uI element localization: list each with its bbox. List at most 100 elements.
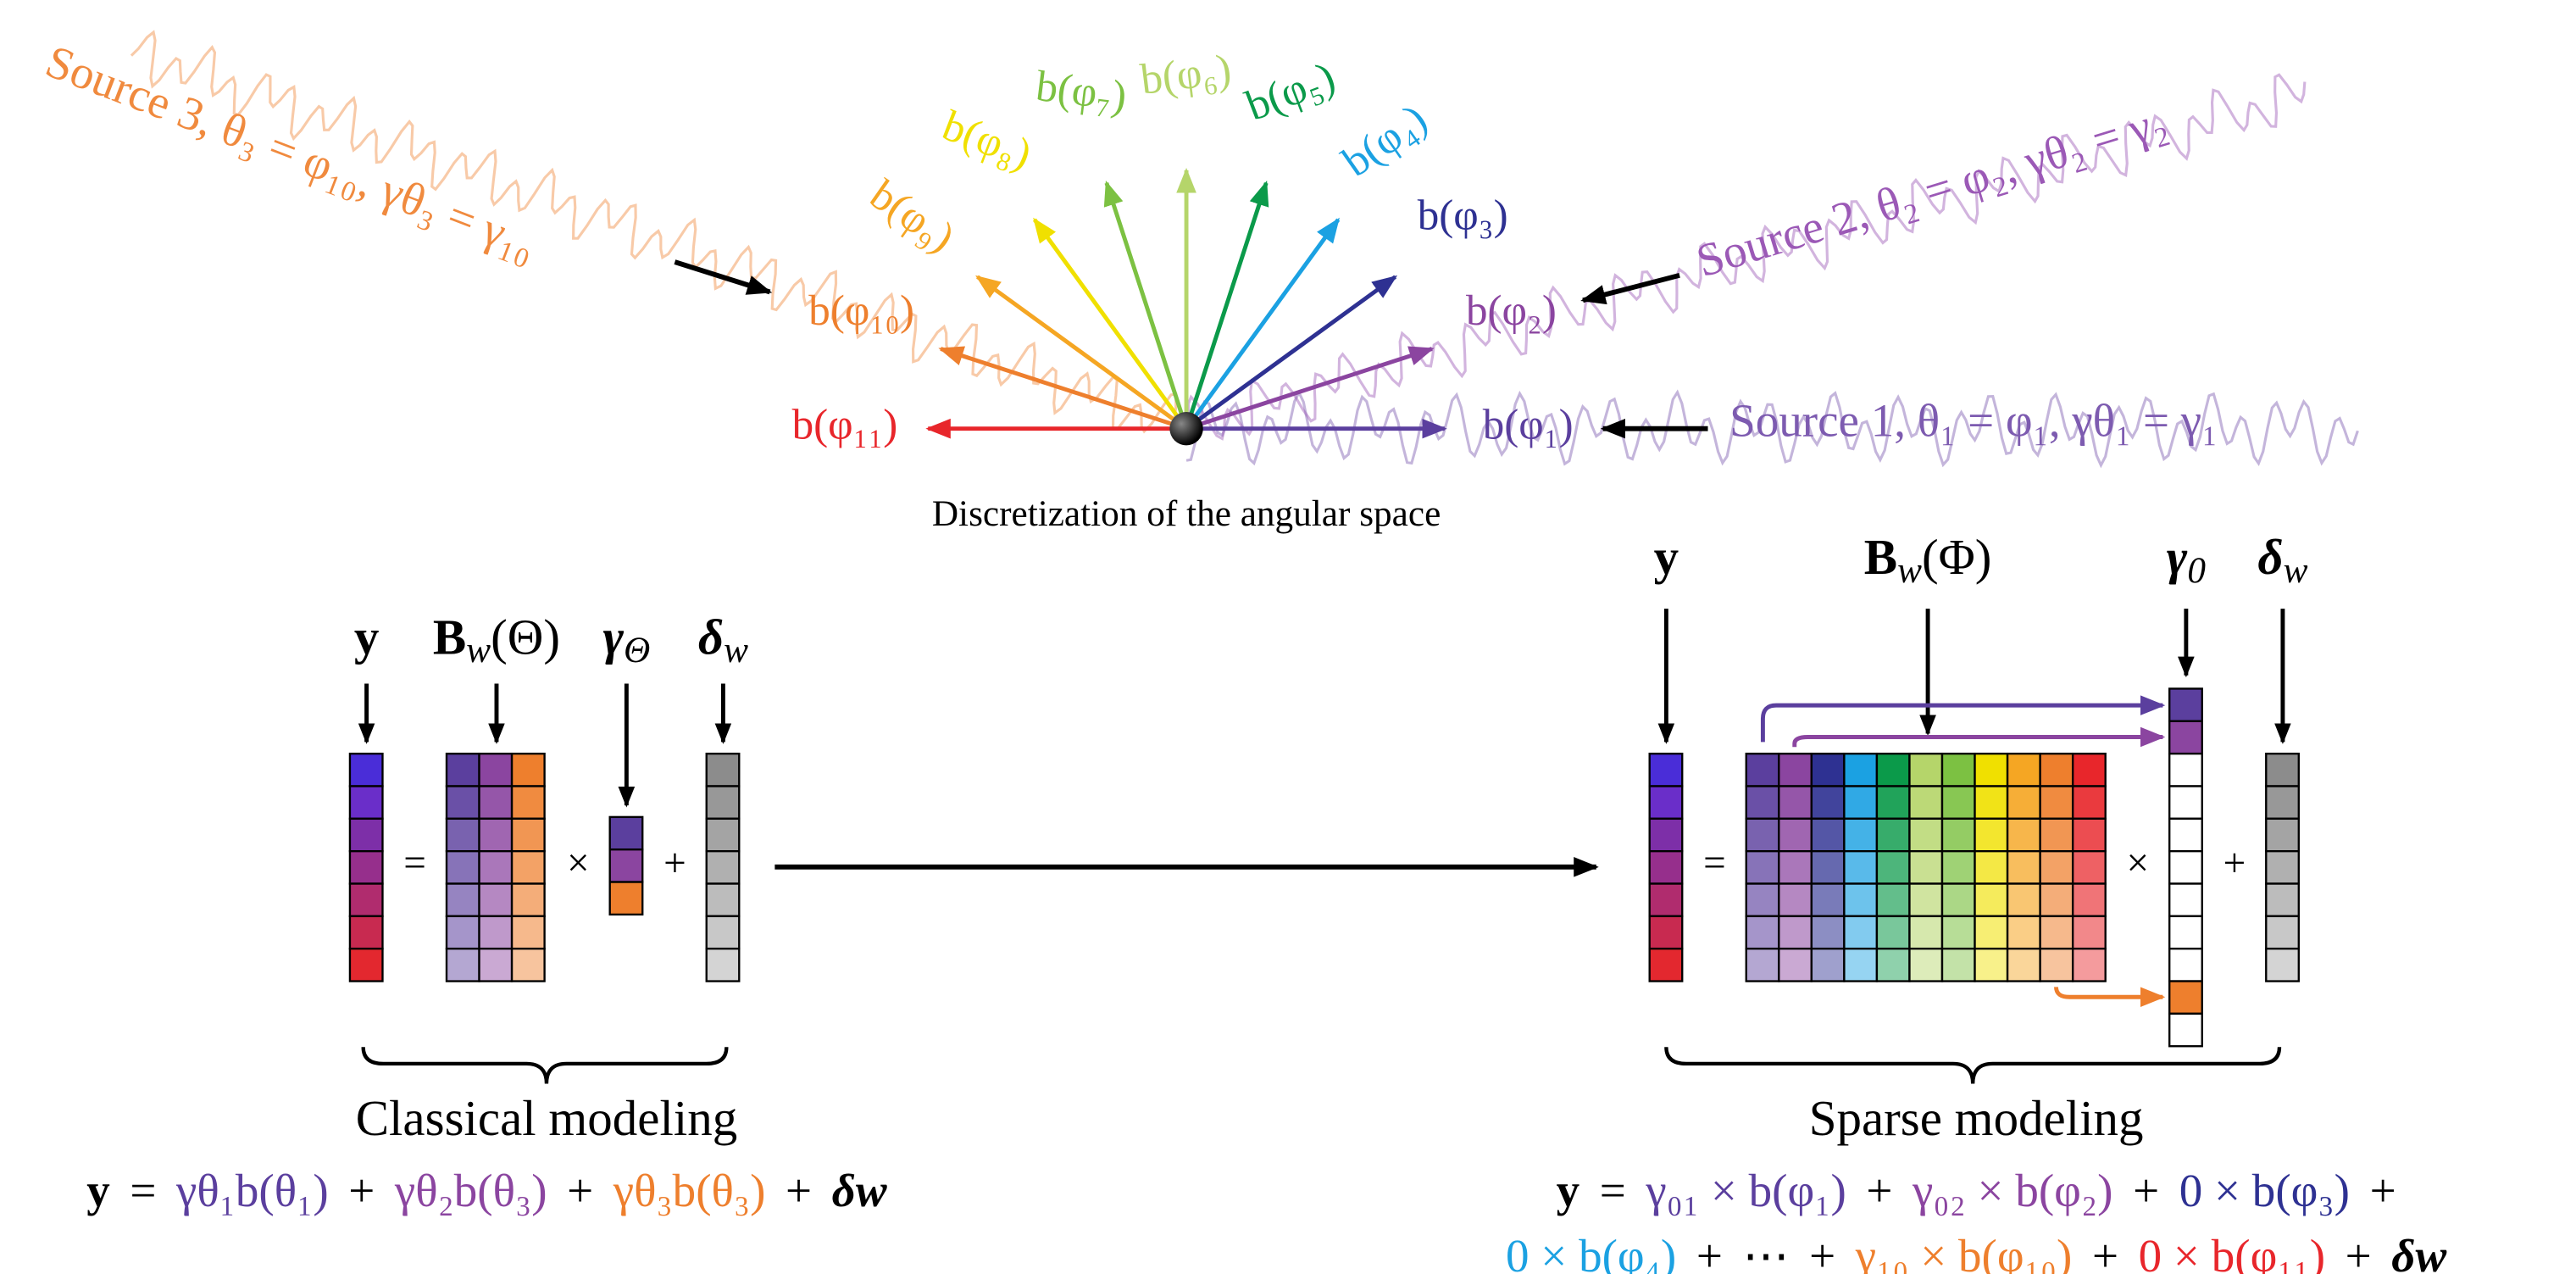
angular-fan: b(φ₁) b(φ₂) b(φ₃) b(φ₄)b(φ₅)b(φ₆)b(φ₇)b(φ₈)… xyxy=(792,45,1574,448)
matrix-cell xyxy=(2006,882,2041,918)
equation-term: γθ₃b(θ₃) xyxy=(613,1165,766,1216)
matrix-cell xyxy=(705,817,741,853)
matrices: y Bw(Θ) γΘ δw= × +y Bw(Φ) γ0 δw= × +y = γθ₁b(θ₁) + γθ₂… xyxy=(86,529,2446,1274)
matrix-cell xyxy=(1810,948,1846,982)
matrix-cell xyxy=(445,849,480,885)
equation-term: + xyxy=(348,1165,375,1216)
matrix-cell xyxy=(1648,752,1684,787)
matrix-cell xyxy=(445,817,480,853)
equation-term: γ₀₁ × b(φ₁) xyxy=(1645,1165,1846,1216)
matrix-cell xyxy=(478,817,514,853)
matrix-cell xyxy=(510,817,546,853)
matrix-cell xyxy=(1843,849,1879,885)
equation-term: + xyxy=(1809,1230,1835,1274)
matrix-cell xyxy=(1875,882,1911,918)
matrix-cell xyxy=(1843,948,1879,982)
matrix-cell xyxy=(2265,915,2300,950)
matrix-cell xyxy=(2071,915,2107,950)
matrix-cell xyxy=(2168,980,2203,1015)
matrix-cell xyxy=(2071,849,2107,885)
matrix-cell xyxy=(1810,849,1846,885)
label-main: B xyxy=(433,609,466,665)
vector-label: b(φ₅) xyxy=(1240,53,1341,131)
steering-vector xyxy=(975,275,1188,431)
equation-term: γθ₁b(θ₁) xyxy=(175,1165,329,1216)
matrix-cell xyxy=(445,882,480,918)
operator: + xyxy=(663,842,686,886)
matrix-cell xyxy=(2071,882,2107,918)
matrix-cell xyxy=(1778,882,1813,918)
equation-term: + xyxy=(786,1165,812,1216)
matrix-cell xyxy=(1778,785,1813,821)
matrix-label: δw xyxy=(698,609,748,670)
matrix-cell xyxy=(2168,849,2203,885)
matrix-cell xyxy=(2168,948,2203,982)
matrix-cell xyxy=(348,915,384,950)
equation: y = γ₀₁ × b(φ₁) + γ₀₂ × b(φ₂) +0 × b(φ₃) + xyxy=(1557,1165,2396,1216)
matrix-cell xyxy=(1778,948,1813,982)
matrix-cell xyxy=(1974,915,2009,950)
matrix-cell xyxy=(1745,817,1780,853)
matrix-cell xyxy=(1940,882,1976,918)
matrix-cell xyxy=(348,785,384,821)
matrix-cell xyxy=(2071,785,2107,821)
matrix-cell xyxy=(1843,882,1879,918)
vector-label: b(φ₂) xyxy=(1466,287,1557,335)
vector-label: b(φ₄) xyxy=(1334,95,1435,186)
matrix-cell xyxy=(705,785,741,821)
matrix-cell xyxy=(2168,687,2203,722)
label-sub: w xyxy=(466,630,491,670)
label-main: B xyxy=(1864,529,1897,585)
matrix-cell xyxy=(2168,1012,2203,1048)
selection-arrow xyxy=(1792,726,2166,748)
matrix-cell xyxy=(1875,817,1911,853)
matrix-cell xyxy=(510,752,546,787)
label-sub: w xyxy=(2284,550,2308,591)
matrix-cell xyxy=(2039,948,2074,982)
matrix-cell xyxy=(510,915,546,950)
matrix-cell xyxy=(2168,752,2203,787)
vector-label: b(φ₇) xyxy=(1034,62,1130,121)
matrix-cell xyxy=(1875,849,1911,885)
matrix-cell xyxy=(2071,948,2107,982)
matrix-cell xyxy=(348,817,384,853)
matrix-cell xyxy=(2039,849,2074,885)
selection-arrow xyxy=(2054,987,2166,1008)
matrix-label: γ0 xyxy=(2167,529,2207,591)
equation-term: + xyxy=(2092,1230,2118,1274)
matrix-cell xyxy=(1745,785,1780,821)
matrix-cell xyxy=(2006,785,2041,821)
matrix-cell xyxy=(510,948,546,982)
label-tail: (Θ) xyxy=(491,609,560,665)
pointer xyxy=(674,259,773,295)
matrix-cell xyxy=(2071,752,2107,787)
matrix-cell xyxy=(2168,785,2203,821)
label-sub: Θ xyxy=(624,630,650,670)
steering-vector xyxy=(1185,346,1435,431)
matrix-cell xyxy=(1810,785,1846,821)
equation-term: y xyxy=(1557,1165,1580,1216)
steering-vector xyxy=(1185,217,1341,431)
source-label: Source 1, θ₁ = φ₁, γθ₁ = γ₁ xyxy=(1729,394,2218,446)
vector-label: b(φ₈) xyxy=(936,102,1038,180)
matrix-cell xyxy=(1648,948,1684,982)
matrix-cell xyxy=(1778,915,1813,950)
matrix-cell xyxy=(1908,849,1944,885)
matrix-cell xyxy=(2265,785,2300,821)
matrix-cell xyxy=(1974,882,2009,918)
matrix-cell xyxy=(478,849,514,885)
matrix-cell xyxy=(478,882,514,918)
matrix-cell xyxy=(1745,752,1780,787)
vector-label: b(φ₁) xyxy=(1483,400,1574,448)
matrix-cell xyxy=(1875,915,1911,950)
equation-term: + xyxy=(2346,1230,2372,1274)
matrix-cell xyxy=(1940,817,1976,853)
matrix-cell xyxy=(705,752,741,787)
steering-vector xyxy=(1185,275,1398,431)
vector-label: b(φ₁₀) xyxy=(808,287,914,335)
equation: y = γθ₁b(θ₁) + γθ₂b(θ₃) + γθ₃b(θ₃) + δw xyxy=(86,1165,887,1216)
label-main: y xyxy=(1654,529,1679,585)
matrix-cell xyxy=(2168,915,2203,950)
matrix-cell xyxy=(2265,882,2300,918)
